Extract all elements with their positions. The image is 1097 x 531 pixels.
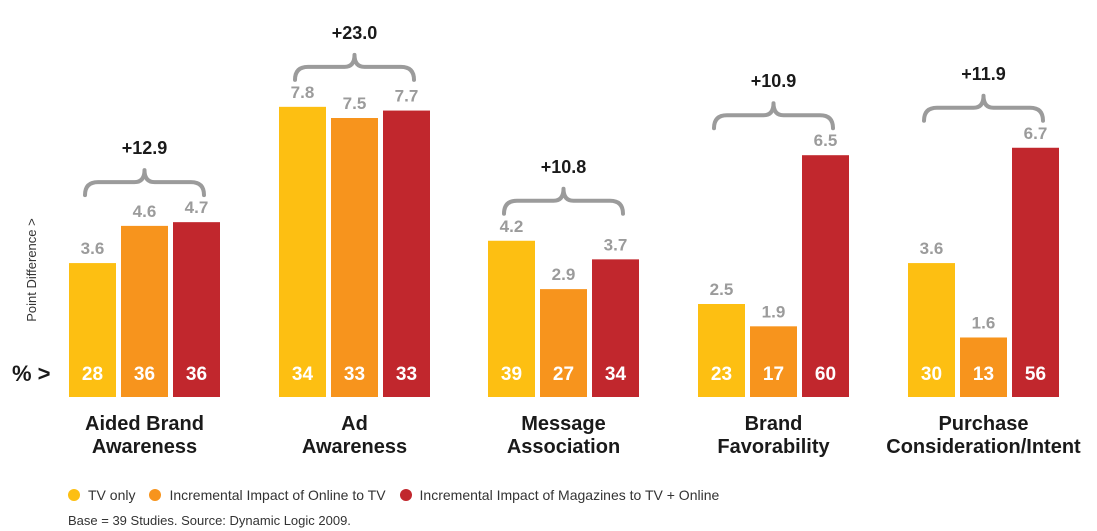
category-label: Association (507, 436, 620, 458)
bar-percent-label: 56 (1025, 364, 1046, 385)
bar-value-label: 6.5 (814, 131, 838, 150)
legend-dot-tv (68, 489, 80, 501)
bar-percent-label: 34 (605, 364, 627, 385)
bar-value-label: 7.7 (395, 87, 419, 106)
legend-item-tv: TV only (68, 487, 135, 503)
category-label: Favorability (717, 436, 830, 458)
legend-item-online: Incremental Impact of Online to TV (149, 487, 386, 503)
bar (750, 326, 797, 397)
bar (121, 225, 168, 397)
bar-percent-label: 36 (134, 364, 155, 385)
increase-label: +10.8 (541, 157, 587, 177)
bar-value-label: 3.6 (920, 239, 944, 258)
increase-label: +12.9 (122, 138, 168, 158)
bar (960, 337, 1007, 397)
bar-percent-label: 30 (921, 364, 942, 385)
bar (173, 222, 220, 397)
bar (383, 110, 430, 397)
increase-label: +23.0 (332, 23, 378, 43)
increase-label: +10.9 (751, 71, 797, 91)
bar (331, 118, 378, 397)
bar-percent-label: 36 (186, 364, 207, 385)
category-label: Aided Brand (85, 413, 204, 435)
category-label: Awareness (302, 436, 407, 458)
bar-percent-label: 39 (501, 364, 522, 385)
legend-label-tv: TV only (88, 487, 136, 503)
bar-percent-label: 60 (815, 364, 836, 385)
legend-dot-online (149, 489, 162, 501)
bar-value-label: 3.6 (81, 239, 105, 258)
bar (1012, 147, 1059, 397)
legend-item-magazines: Incremental Impact of Magazines to TV + … (399, 487, 720, 503)
bar (279, 106, 326, 397)
bar-value-label: 1.9 (762, 302, 786, 321)
bar-percent-label: 13 (973, 364, 994, 385)
bar-percent-label: 27 (553, 364, 574, 385)
legend-dot-magazines (399, 489, 412, 501)
category-label: Brand (745, 413, 803, 435)
bracket (83, 168, 206, 198)
percent-row-label: % > (12, 361, 51, 386)
bracket (922, 93, 1045, 123)
category-label: Message (521, 413, 606, 435)
bar (698, 304, 745, 397)
chart-canvas: Point Difference > % > 3.6 28 4.6 36 4.7 36 +12.… (12, 23, 1081, 458)
legend-label-magazines: Incremental Impact of Magazines to TV + … (419, 487, 720, 503)
bracket (293, 52, 416, 82)
increase-label: +11.9 (961, 64, 1006, 84)
bar (488, 240, 535, 397)
bar (540, 289, 587, 397)
category-label: Purchase (938, 413, 1028, 435)
bar-value-label: 4.2 (500, 217, 524, 236)
category-label: Awareness (92, 436, 197, 458)
bar (69, 263, 116, 397)
bar (592, 259, 639, 397)
category-label: Ad (341, 413, 368, 435)
category-label: Consideration/Intent (886, 436, 1081, 458)
bracket (712, 101, 835, 131)
bar-value-label: 2.9 (552, 265, 576, 284)
bar-value-label: 7.8 (291, 83, 315, 102)
bar-value-label: 7.5 (343, 94, 367, 113)
bar-value-label: 4.7 (185, 198, 209, 217)
bar-percent-label: 33 (396, 364, 417, 385)
chart-legend: TV only Incremental Impact of Online to … (68, 487, 733, 503)
bar-percent-label: 17 (763, 364, 784, 385)
bar (908, 263, 955, 397)
source-note: Base = 39 Studies. Source: Dynamic Logic… (68, 513, 351, 528)
bar-percent-label: 34 (292, 364, 314, 385)
legend-label-online: Incremental Impact of Online to TV (169, 487, 386, 503)
y-axis-label: Point Difference > (24, 218, 39, 321)
bar-value-label: 4.6 (133, 202, 157, 221)
bar (802, 155, 849, 397)
bar-percent-label: 28 (82, 364, 103, 385)
bar-value-label: 1.6 (972, 313, 996, 332)
bar-percent-label: 23 (711, 364, 732, 385)
bar-value-label: 2.5 (710, 280, 734, 299)
bar-value-label: 3.7 (604, 235, 628, 254)
bar-value-label: 6.7 (1024, 124, 1048, 143)
bar-percent-label: 33 (344, 364, 365, 385)
bracket (502, 186, 625, 216)
